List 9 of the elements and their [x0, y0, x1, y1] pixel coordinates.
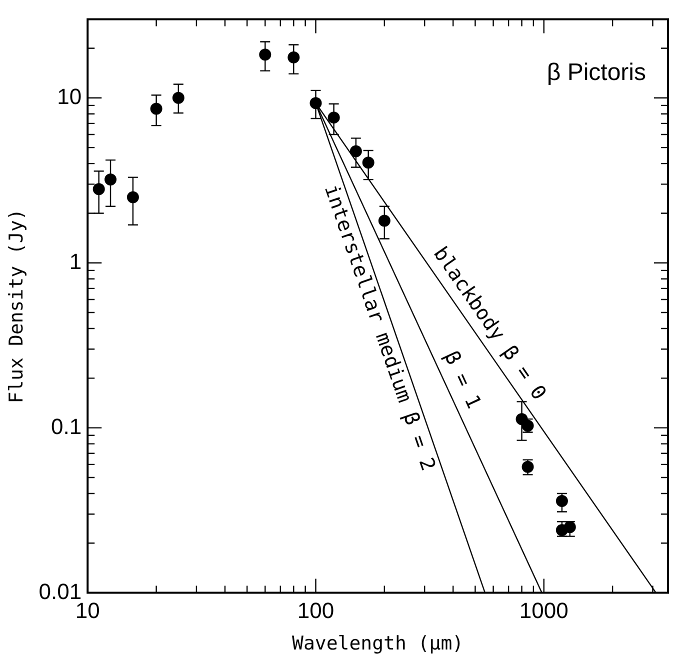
annotation: β Pictoris — [546, 58, 646, 86]
x-tick-label: 100 — [297, 598, 334, 624]
x-tick-label: 1000 — [519, 598, 568, 624]
x-axis-title: Wavelength (μm) — [292, 632, 464, 655]
y-tick-label: 0.1 — [51, 414, 82, 439]
y-axis-title: Flux Density (Jy) — [5, 208, 28, 404]
text: β = 1 — [440, 347, 487, 412]
y-tick-label: 10 — [57, 84, 82, 109]
y-tick-label: 1 — [69, 248, 82, 274]
